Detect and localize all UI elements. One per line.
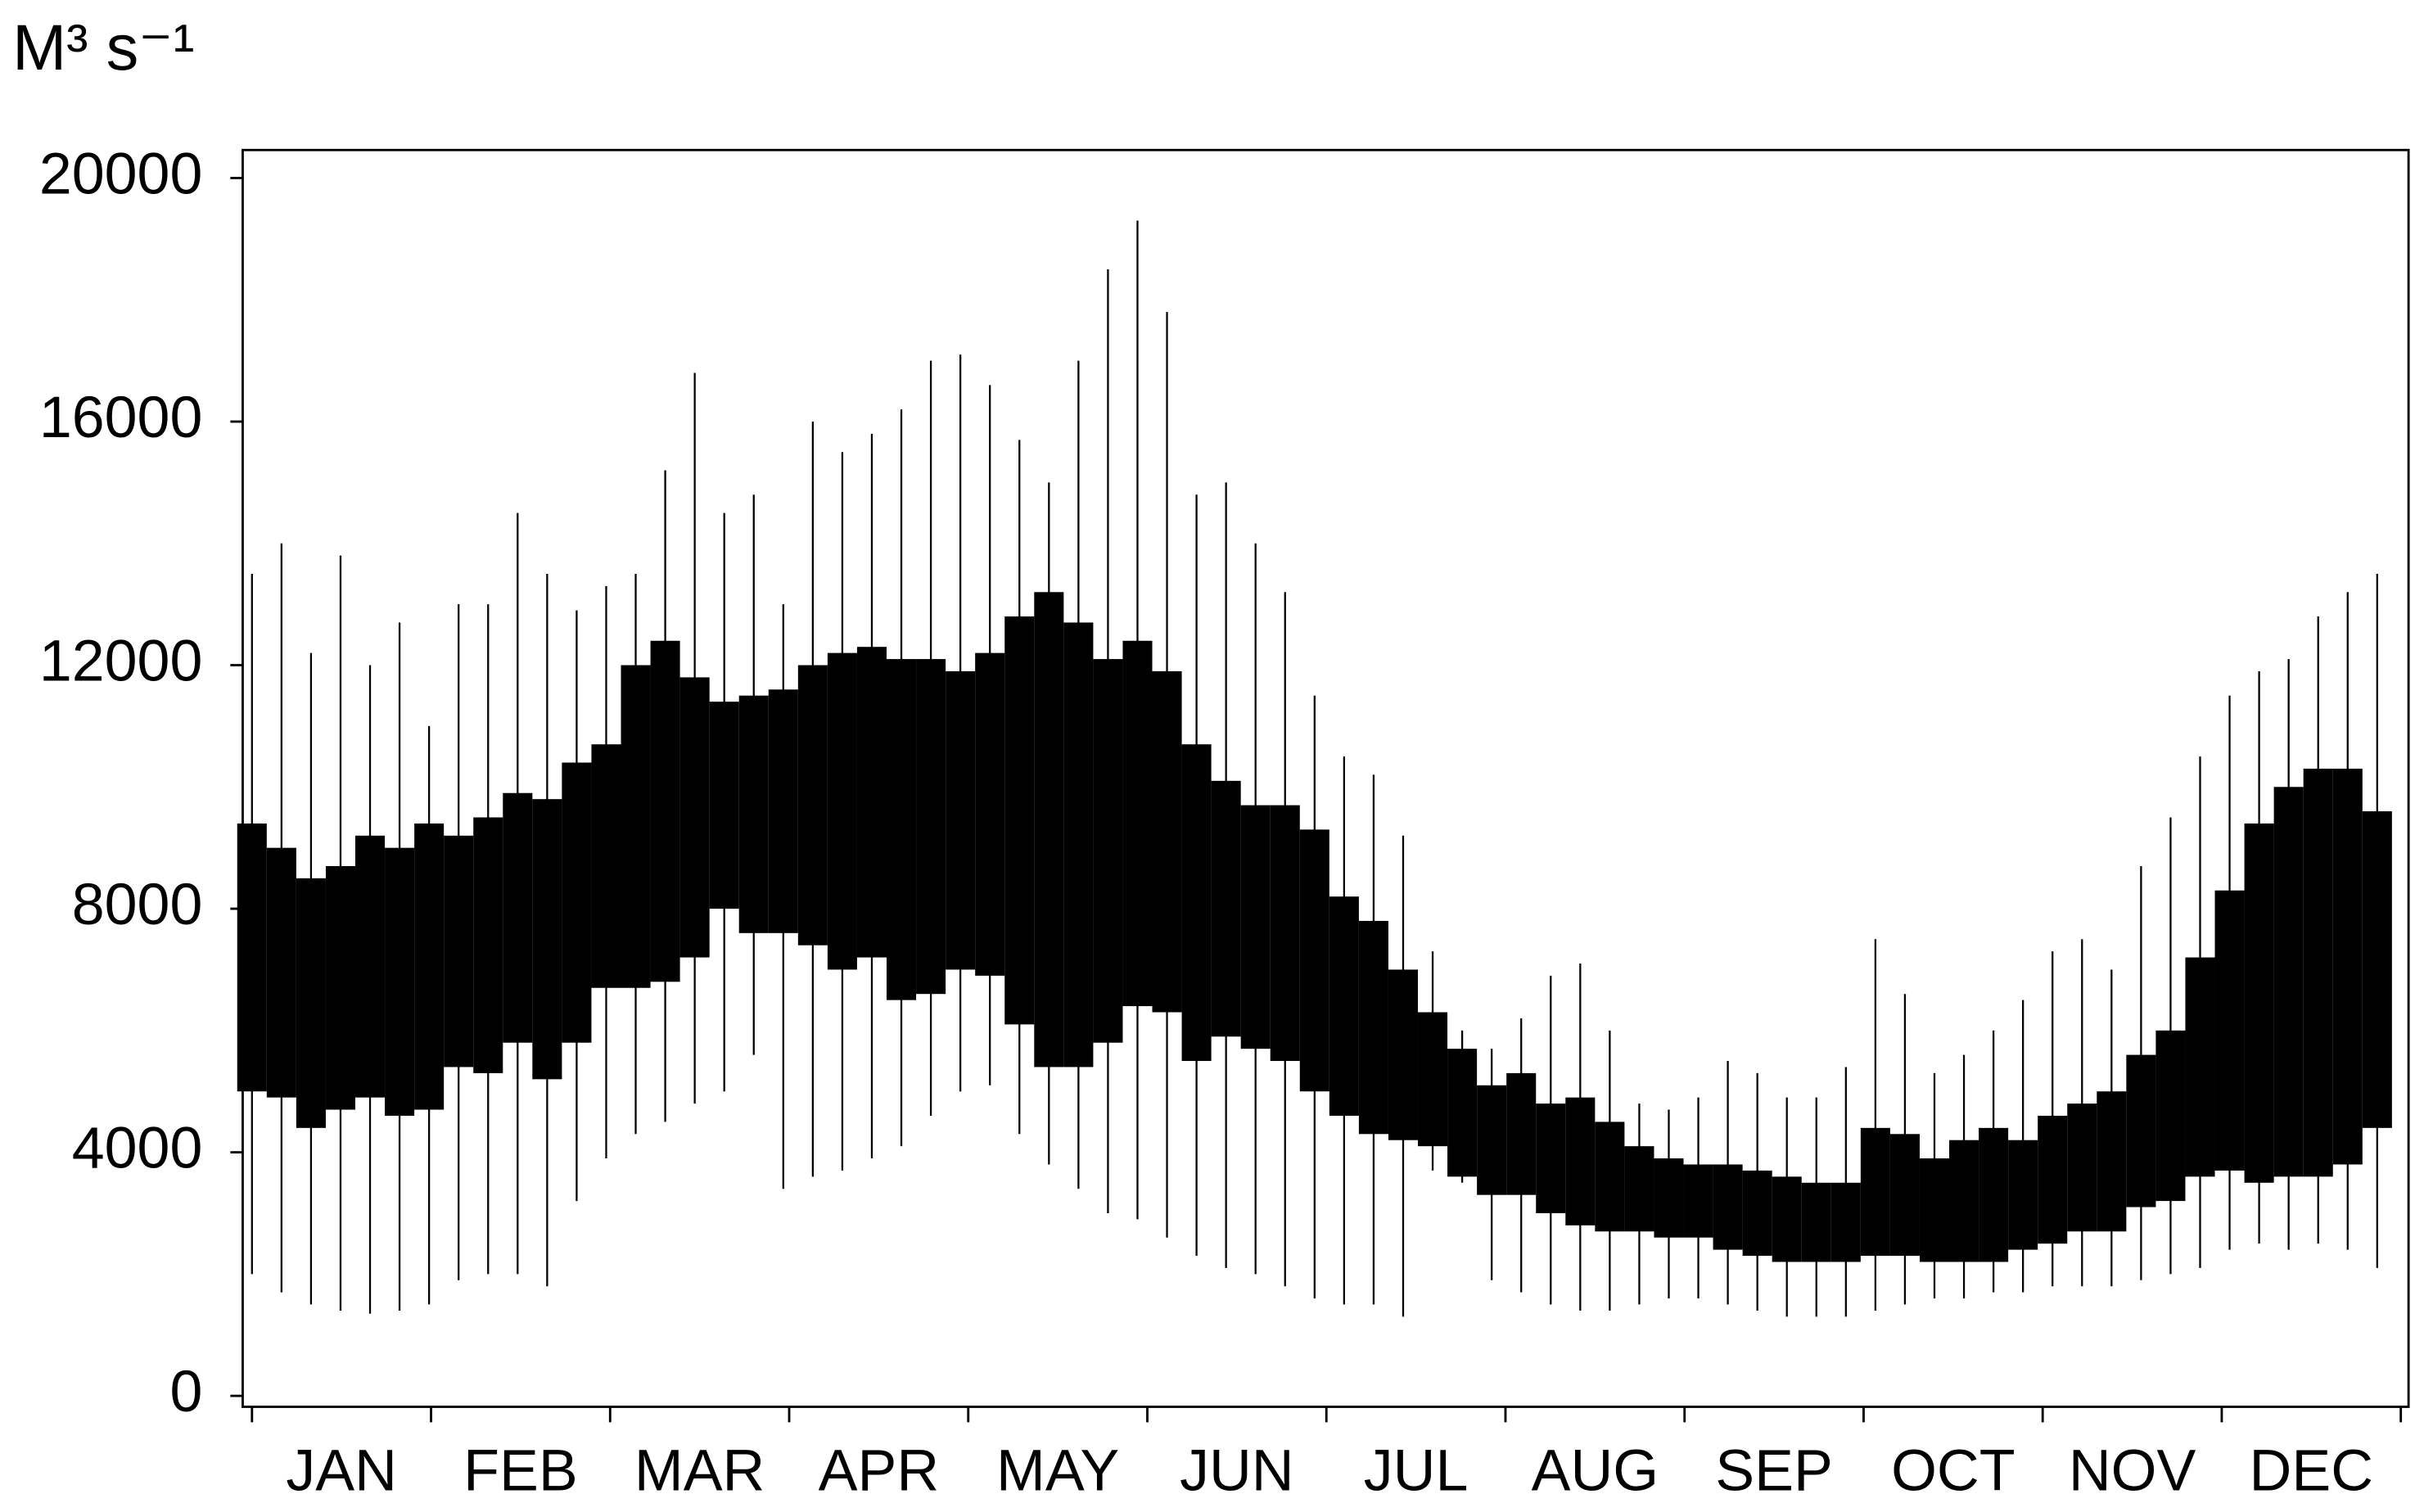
y-tick-label: 16000 xyxy=(39,385,203,450)
box xyxy=(2214,890,2245,1171)
box xyxy=(1447,1049,1478,1177)
box xyxy=(1329,896,1359,1116)
y-tick-label: 8000 xyxy=(72,872,203,937)
x-tick-label: DEC xyxy=(2250,1438,2374,1504)
x-tick-label: MAR xyxy=(634,1438,765,1504)
box xyxy=(1034,592,1064,1067)
box xyxy=(1801,1182,1831,1262)
box xyxy=(1683,1164,1713,1238)
y-tick-label: 12000 xyxy=(39,628,203,693)
box xyxy=(1270,805,1300,1062)
x-tick-label: JUL xyxy=(1364,1438,1469,1504)
box xyxy=(1624,1146,1654,1232)
y-tick-label: 4000 xyxy=(72,1116,203,1181)
box xyxy=(562,762,592,1043)
box xyxy=(1418,1012,1448,1147)
x-tick-label: JAN xyxy=(286,1438,397,1504)
box xyxy=(1772,1176,1802,1262)
box xyxy=(444,835,474,1067)
box xyxy=(1949,1140,1979,1262)
box xyxy=(1830,1182,1861,1262)
x-tick-label: APR xyxy=(819,1438,940,1504)
box xyxy=(237,823,267,1092)
box xyxy=(856,647,887,958)
y-tick-label: 0 xyxy=(169,1359,202,1424)
box xyxy=(1889,1134,1920,1257)
box xyxy=(1742,1170,1772,1257)
box xyxy=(2332,768,2363,1165)
box xyxy=(1565,1097,1596,1225)
box xyxy=(2155,1030,2186,1202)
box xyxy=(591,744,621,988)
box xyxy=(355,835,386,1098)
box xyxy=(2273,787,2304,1177)
box xyxy=(1181,744,1212,1062)
box xyxy=(266,847,296,1098)
x-tick-label: FEB xyxy=(463,1438,578,1504)
box xyxy=(1152,670,1182,1013)
box xyxy=(916,659,946,995)
box xyxy=(679,677,710,958)
box xyxy=(325,865,356,1110)
box xyxy=(2126,1054,2156,1207)
box xyxy=(296,878,326,1128)
box xyxy=(414,823,445,1110)
box xyxy=(1004,616,1035,1025)
box xyxy=(2097,1091,2127,1232)
box xyxy=(1654,1158,1684,1238)
box xyxy=(2185,957,2215,1177)
box xyxy=(768,689,798,933)
x-tick-label: SEP xyxy=(1715,1438,1833,1504)
box xyxy=(2303,768,2333,1177)
box xyxy=(532,799,562,1080)
x-tick-label: JUN xyxy=(1180,1438,1294,1504)
box xyxy=(1388,969,1419,1140)
box xyxy=(1860,1127,1890,1257)
box xyxy=(975,652,1005,976)
box xyxy=(1477,1085,1507,1195)
box xyxy=(2362,811,2392,1128)
box xyxy=(1358,920,1388,1135)
box xyxy=(887,659,917,1000)
y-axis-label: M³ s⁻¹ xyxy=(12,11,194,83)
box xyxy=(1240,805,1271,1049)
box xyxy=(797,665,828,946)
box xyxy=(827,652,857,970)
box xyxy=(946,670,976,970)
box xyxy=(1211,780,1241,1037)
x-tick-label: MAY xyxy=(996,1438,1119,1504)
x-tick-label: NOV xyxy=(2069,1438,2196,1504)
box xyxy=(1713,1164,1743,1250)
box xyxy=(1063,622,1094,1067)
box xyxy=(1595,1122,1625,1232)
box xyxy=(1506,1072,1537,1195)
box xyxy=(738,695,769,933)
box xyxy=(2008,1140,2038,1250)
box xyxy=(385,847,415,1116)
box xyxy=(2244,823,2274,1183)
box xyxy=(2038,1115,2068,1244)
box xyxy=(1122,640,1153,1007)
x-tick-label: OCT xyxy=(1891,1438,2015,1504)
x-tick-label: AUG xyxy=(1532,1438,1659,1504)
box xyxy=(650,640,680,982)
box xyxy=(1536,1104,1566,1213)
box xyxy=(503,792,533,1043)
box xyxy=(709,702,739,909)
box xyxy=(2067,1104,2097,1232)
box xyxy=(1299,829,1329,1092)
box xyxy=(1093,659,1123,1043)
box xyxy=(1979,1127,2009,1262)
box xyxy=(621,665,651,988)
y-tick-label: 20000 xyxy=(39,141,203,206)
box xyxy=(473,817,503,1073)
box xyxy=(1919,1158,1950,1262)
